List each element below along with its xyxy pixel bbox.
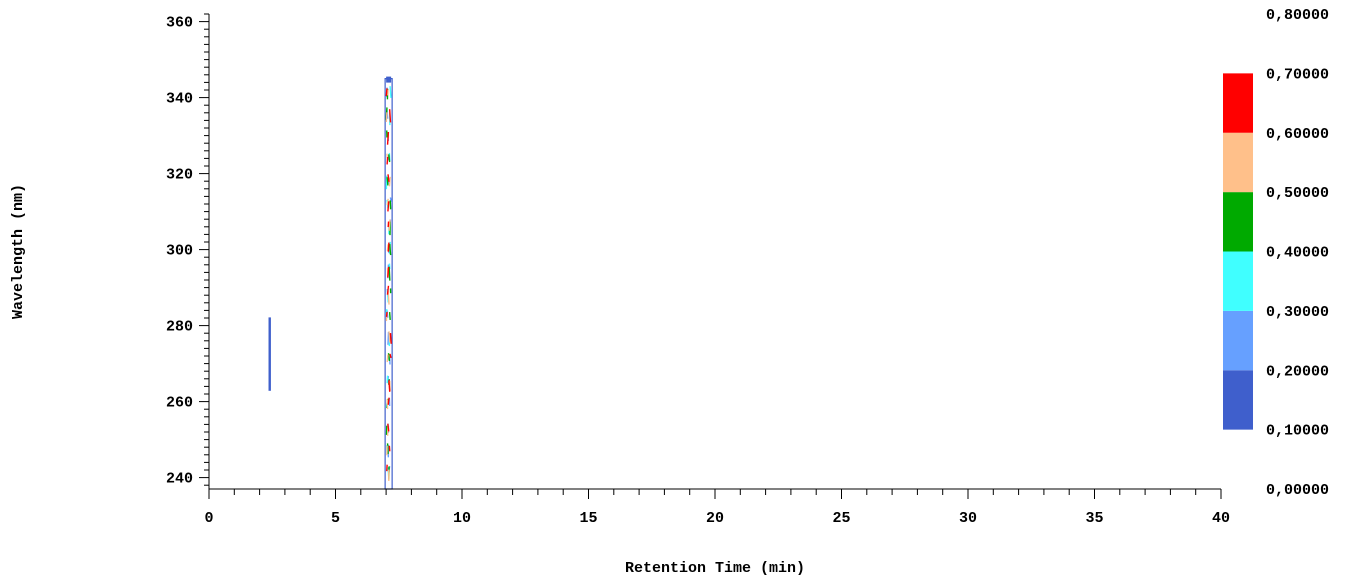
contour-level-0.6 — [387, 174, 390, 182]
contour-level-0.4 — [388, 266, 391, 281]
contour-level-0.2 — [389, 197, 393, 203]
contour-peak-cap — [386, 76, 392, 83]
axes: 0 5 10 15 20 25 30 35 40 240 260 280 300 320 340 360 — [166, 13, 1230, 527]
x-tick-label: 40 — [1212, 510, 1230, 527]
contour-level-0.4 — [388, 154, 391, 163]
contour-level-0.3 — [385, 309, 388, 314]
colorbar-band — [1223, 251, 1253, 311]
y-axis-ticks: 240 260 280 300 320 340 360 — [166, 13, 209, 488]
x-tick-label: 25 — [832, 510, 850, 527]
contour-level-0.6 — [388, 380, 391, 392]
colorbar-band — [1223, 192, 1253, 252]
contour-level-0.2 — [387, 331, 390, 345]
colorbar-level-label: 0,80000 — [1266, 7, 1329, 24]
contour-level-0.6 — [387, 397, 390, 405]
contour-level-0.4 — [388, 312, 391, 321]
colorbar-level-label: 0,10000 — [1266, 423, 1329, 440]
contour-level-0.6 — [387, 242, 390, 252]
contour-level-0.5 — [388, 219, 391, 231]
x-tick-label: 0 — [204, 510, 213, 527]
colorbar-level-label: 0,00000 — [1266, 482, 1329, 499]
contour-peak — [268, 317, 271, 391]
colorbar-level-label: 0,50000 — [1266, 185, 1329, 202]
contour-level-0.6 — [389, 333, 392, 344]
contour-level-0.6 — [389, 353, 392, 359]
y-tick-label: 280 — [166, 319, 193, 336]
colorbar-band — [1223, 132, 1253, 193]
y-tick-label: 320 — [166, 167, 193, 184]
contour-level-0.6 — [386, 156, 389, 165]
contour-level-0.6 — [387, 266, 390, 278]
colorbar-level-label: 0,70000 — [1266, 66, 1329, 83]
colorbar-band — [1223, 73, 1253, 133]
colorbar-legend: 0,00000 0,10000 0,20000 0,30000 0,40000 0,500… — [1223, 7, 1329, 499]
contour-level-0.6 — [387, 423, 390, 432]
x-axis-ticks: 0 5 10 15 20 25 30 35 40 — [204, 489, 1230, 527]
x-tick-label: 30 — [959, 510, 977, 527]
x-axis-title: Retention Time (min) — [625, 560, 805, 577]
y-axis-title: Wavelength (nm) — [10, 184, 27, 319]
contour-peak — [384, 76, 393, 490]
colorbar-band — [1223, 310, 1253, 371]
contour-level-0.4 — [387, 353, 391, 361]
colorbar-band — [1223, 370, 1253, 430]
plot-area — [268, 76, 393, 490]
y-tick-label: 260 — [166, 395, 193, 412]
contour-level-0.1 — [268, 317, 271, 391]
contour-level-0.5 — [386, 244, 389, 252]
colorbar-level-label: 0,20000 — [1266, 363, 1329, 380]
x-tick-label: 5 — [331, 510, 340, 527]
x-tick-label: 35 — [1085, 510, 1103, 527]
contour-level-0.6 — [386, 285, 390, 295]
contour-level-0.5 — [386, 354, 389, 363]
contour-level-0.5 — [386, 198, 389, 206]
contour-level-0.6 — [388, 109, 392, 123]
colorbar-level-label: 0,40000 — [1266, 245, 1329, 262]
x-tick-label: 20 — [706, 510, 724, 527]
x-tick-label: 15 — [579, 510, 597, 527]
contour-level-0.4 — [386, 177, 389, 186]
y-tick-label: 340 — [166, 91, 193, 108]
contour-level-0.6 — [387, 201, 390, 212]
contour-level-0.5 — [385, 112, 388, 123]
colorbar-level-label: 0,60000 — [1266, 126, 1329, 143]
y-tick-label: 240 — [166, 471, 193, 488]
contour-level-0.6 — [385, 88, 388, 97]
contour-level-0.5 — [388, 176, 391, 187]
contour-level-0.5 — [388, 331, 391, 343]
contour-level-0.6 — [386, 131, 390, 145]
y-tick-label: 300 — [166, 243, 193, 260]
x-tick-label: 10 — [453, 510, 471, 527]
colorbar-level-label: 0,30000 — [1266, 304, 1329, 321]
contour-level-0.4 — [389, 244, 392, 256]
contour-level-0.3 — [389, 86, 392, 98]
y-tick-label: 360 — [166, 15, 193, 32]
